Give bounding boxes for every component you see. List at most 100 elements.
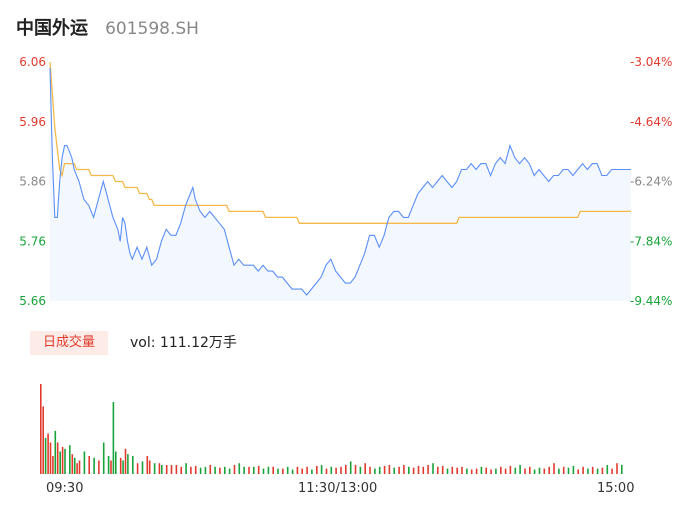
volume-bar bbox=[158, 463, 161, 474]
volume-bar bbox=[233, 465, 236, 474]
volume-bar bbox=[388, 465, 391, 474]
volume-bar bbox=[441, 465, 444, 474]
volume-bar bbox=[500, 466, 502, 474]
volume-bar bbox=[93, 457, 95, 474]
time-label-close: 15:00 bbox=[597, 481, 635, 496]
volume-bar bbox=[165, 465, 168, 474]
volume-bar bbox=[54, 430, 57, 474]
volume-bar bbox=[214, 466, 216, 474]
volume-bar bbox=[621, 465, 623, 474]
y-tick-right-label: -7.84% bbox=[630, 234, 672, 248]
volume-bar bbox=[509, 465, 512, 474]
volume-bar bbox=[124, 448, 127, 474]
volume-bar bbox=[219, 467, 221, 474]
volume-bar bbox=[61, 447, 64, 474]
volume-bar bbox=[262, 468, 265, 474]
time-label-midday: 11:30/13:00 bbox=[298, 481, 378, 496]
volume-bar bbox=[611, 468, 613, 474]
volume-bar bbox=[98, 460, 100, 474]
volume-bar bbox=[122, 460, 124, 474]
volume-bar bbox=[282, 468, 284, 474]
volume-bar bbox=[277, 468, 279, 474]
volume-bar bbox=[432, 463, 434, 474]
volume-bar bbox=[330, 466, 333, 474]
volume-bar bbox=[49, 442, 52, 474]
volume-bar bbox=[146, 456, 149, 474]
intraday-price-chart: 6.06 -3.04% 5.96 -4.64% 5.86 -6.24% 5.76 -7.84%… bbox=[19, 55, 672, 308]
volume-bar bbox=[562, 466, 565, 474]
volume-bar bbox=[301, 468, 303, 474]
volume-bar bbox=[52, 456, 54, 474]
volume-bar bbox=[148, 460, 151, 474]
volume-bar bbox=[369, 466, 371, 474]
volume-bar bbox=[40, 384, 42, 474]
volume-bar bbox=[596, 468, 599, 474]
volume-bar bbox=[175, 465, 178, 474]
volume-bar bbox=[88, 456, 90, 474]
volume-bar bbox=[601, 467, 604, 474]
volume-bar bbox=[480, 466, 483, 474]
y-tick-left-label: 5.96 bbox=[19, 115, 46, 129]
price-line bbox=[49, 67, 631, 296]
volume-bar bbox=[253, 466, 255, 474]
volume-bar bbox=[490, 469, 492, 474]
volume-bar bbox=[349, 461, 352, 474]
volume-bar bbox=[538, 467, 541, 474]
volume-bar bbox=[102, 442, 105, 474]
volume-bar bbox=[345, 465, 347, 474]
y-tick-left-label: 5.76 bbox=[19, 234, 46, 248]
y-tick-right-label: -4.64% bbox=[630, 115, 672, 129]
volume-bar bbox=[112, 402, 115, 474]
volume-bar bbox=[286, 466, 289, 474]
volume-bar bbox=[306, 466, 308, 474]
volume-bar bbox=[64, 448, 66, 474]
volume-bar bbox=[132, 456, 134, 474]
volume-bar bbox=[417, 465, 420, 474]
time-label-open: 09:30 bbox=[46, 481, 84, 496]
volume-bar bbox=[408, 466, 410, 474]
volume-bar bbox=[591, 466, 594, 474]
volume-bar bbox=[470, 469, 473, 474]
volume-bar bbox=[272, 466, 274, 474]
volume-bar bbox=[485, 467, 487, 474]
volume-bar bbox=[115, 451, 117, 474]
volume-bar bbox=[238, 463, 241, 474]
volume-bar bbox=[616, 463, 618, 474]
y-tick-left-label: 5.66 bbox=[19, 294, 46, 308]
volume-bar bbox=[340, 466, 342, 474]
volume-bar bbox=[524, 468, 526, 474]
y-tick-right-label: -9.44% bbox=[630, 294, 672, 308]
volume-bar bbox=[398, 466, 400, 474]
volume-bar bbox=[110, 460, 112, 474]
volume-bar bbox=[83, 451, 86, 474]
volume-bar bbox=[456, 467, 458, 474]
volume-bar bbox=[73, 457, 76, 474]
volume-bar bbox=[311, 469, 313, 474]
volume-tab[interactable]: 日成交量 bbox=[30, 331, 108, 355]
volume-bar bbox=[180, 466, 182, 474]
volume-bar bbox=[422, 466, 425, 474]
volume-bar bbox=[59, 451, 61, 474]
volume-bar bbox=[204, 466, 207, 474]
volume-bar bbox=[257, 465, 260, 474]
volume-bar bbox=[403, 465, 405, 474]
volume-bar bbox=[587, 468, 589, 474]
volume-bar bbox=[248, 466, 250, 474]
volume-bar bbox=[170, 465, 173, 474]
volume-bar bbox=[291, 469, 294, 474]
volume-bar bbox=[76, 463, 78, 474]
volume-bar bbox=[553, 463, 555, 474]
volume-bar bbox=[190, 466, 192, 474]
volume-bar bbox=[606, 465, 609, 474]
volume-bar bbox=[78, 460, 81, 474]
volume-bar bbox=[194, 465, 197, 474]
volume-bar bbox=[475, 468, 478, 474]
volume-bar bbox=[558, 468, 560, 474]
volume-bar bbox=[267, 466, 270, 474]
volume-bar bbox=[354, 465, 357, 474]
volume-bar bbox=[209, 465, 212, 474]
volume-bar bbox=[107, 456, 110, 474]
stock-header: 中国外运 601598.SH bbox=[16, 14, 199, 39]
y-tick-left-label: 5.86 bbox=[19, 175, 46, 189]
volume-bar bbox=[374, 468, 376, 474]
